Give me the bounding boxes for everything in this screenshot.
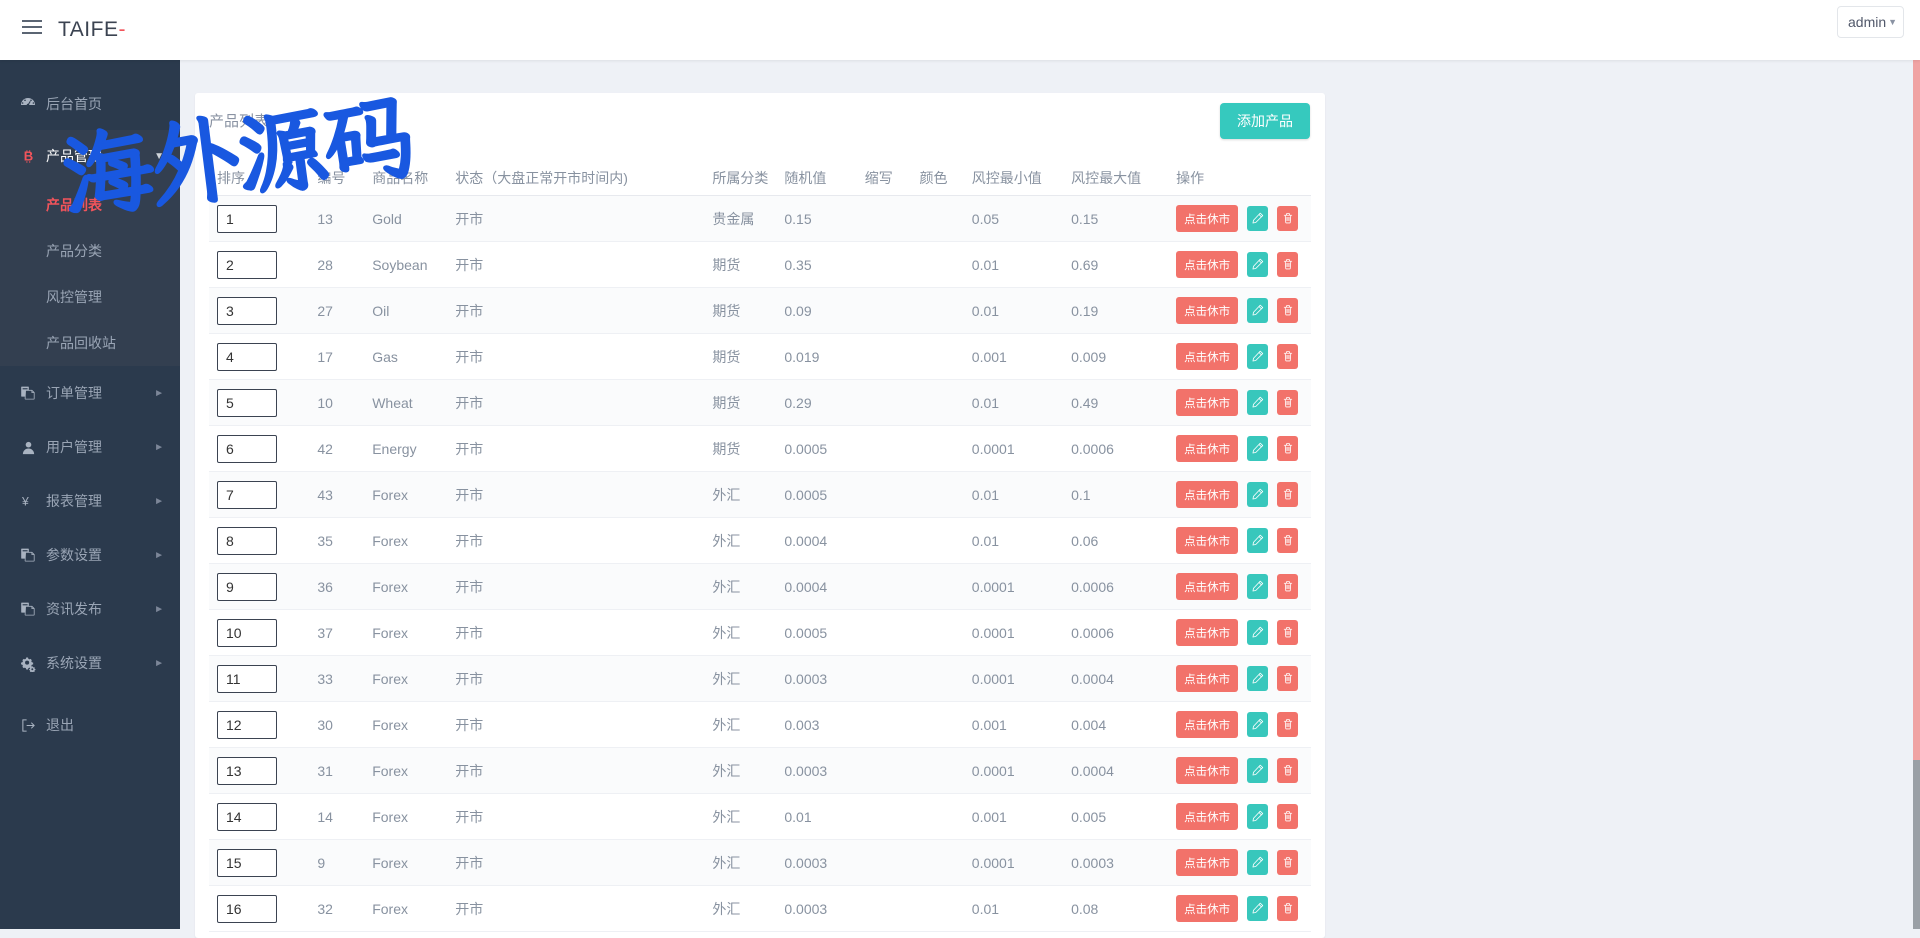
svg-text:¥: ¥ <box>21 494 29 508</box>
svg-text:B: B <box>23 149 32 164</box>
